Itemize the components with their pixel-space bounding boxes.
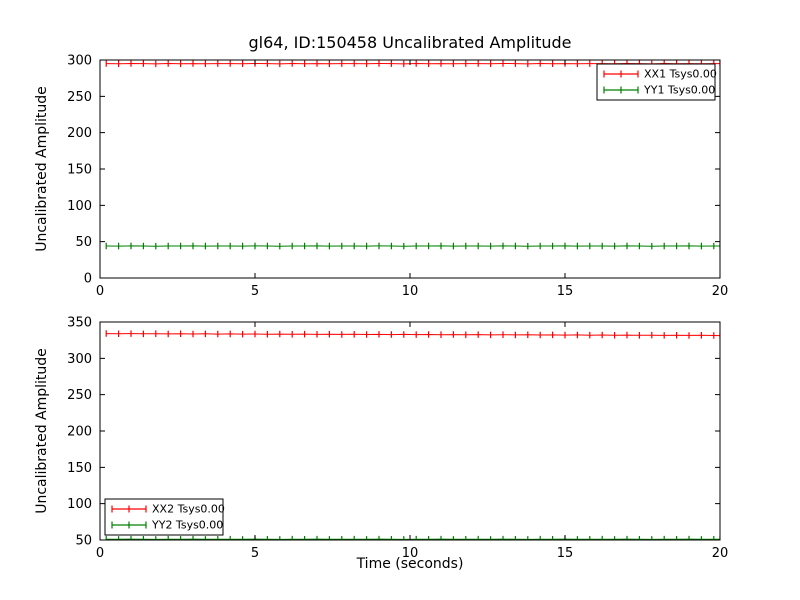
- legend-box: [104, 498, 224, 536]
- y-tick-label: 150: [67, 163, 92, 178]
- y-axis-label-top: Uncalibrated Amplitude: [34, 86, 50, 252]
- series-line-xx2: [106, 333, 720, 337]
- legend-box: [596, 63, 716, 101]
- x-tick-label: 0: [96, 546, 104, 561]
- y-tick-label: 200: [67, 425, 92, 440]
- y-tick-label: 50: [75, 534, 92, 549]
- tick-marks: [99, 59, 721, 279]
- y-tick-label: 350: [67, 316, 92, 331]
- legend-entry-label: YY1 Tsys0.00: [643, 84, 715, 97]
- legend: XX1 Tsys0.00 YY1 Tsys0.00: [596, 63, 717, 101]
- y-axis-label-bottom: Uncalibrated Amplitude: [34, 348, 50, 514]
- legend-errorbar-marker: [603, 86, 639, 94]
- y-tick-label: 250: [67, 90, 92, 105]
- y-tick-label: 200: [67, 126, 92, 141]
- y-tick-label: 150: [67, 461, 92, 476]
- error-bars-xx2: [105, 330, 720, 339]
- x-tick-label: 5: [251, 284, 259, 299]
- y-tick-label: 50: [75, 235, 92, 250]
- y-tick-label: 100: [67, 199, 92, 214]
- x-tick-label: 10: [402, 284, 419, 299]
- x-tick-label: 0: [96, 284, 104, 299]
- legend: XX2 Tsys0.00 YY2 Tsys0.00: [104, 498, 225, 536]
- bottom-subplot: 0 5 10 15 20 50 100 150 200 250 300 350 XX2 Tsys0.00…: [67, 316, 728, 562]
- y-tick-label: 300: [67, 352, 92, 367]
- legend-entry-label: XX1 Tsys0.00: [644, 68, 717, 81]
- x-tick-label: 5: [251, 546, 259, 561]
- x-tick-label: 20: [712, 546, 729, 561]
- x-tick-label: 15: [557, 546, 574, 561]
- error-bars-yy1: [105, 242, 720, 250]
- y-tick-label: 250: [67, 388, 92, 403]
- x-tick-label: 10: [402, 546, 419, 561]
- figure-title: gl64, ID:150458 Uncalibrated Amplitude: [248, 33, 572, 52]
- y-tick-label: 100: [67, 497, 92, 512]
- y-tick-label: 300: [67, 54, 92, 69]
- y-tick-label: 0: [84, 272, 92, 287]
- error-bars-yy2: [105, 535, 720, 540]
- legend-entry-label: XX2 Tsys0.00: [152, 503, 225, 516]
- x-tick-label: 15: [557, 284, 574, 299]
- x-tick-label: 20: [712, 284, 729, 299]
- legend-errorbar-marker: [111, 505, 147, 513]
- tick-marks: [99, 321, 721, 541]
- x-axis-label: Time (seconds): [356, 556, 464, 572]
- legend-errorbar-marker: [603, 70, 639, 78]
- legend-errorbar-marker: [111, 521, 147, 529]
- legend-entry-label: YY2 Tsys0.00: [151, 519, 223, 532]
